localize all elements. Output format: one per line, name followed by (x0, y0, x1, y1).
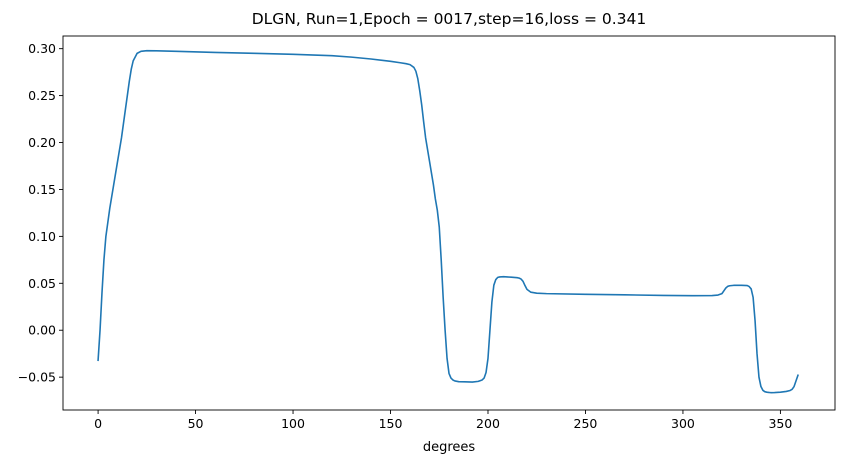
x-tick-label: 350 (768, 416, 792, 431)
plot-frame (62, 35, 836, 411)
y-tick-label: 0.20 (28, 135, 56, 150)
series-line-0 (97, 49, 799, 394)
y-axis: −0.05 0.00 0.05 0.10 0.15 0.20 0.25 0.30 (18, 41, 63, 385)
x-tick-label: 50 (188, 416, 204, 431)
x-tick-label: 100 (281, 416, 305, 431)
y-tick-label: 0.10 (28, 229, 56, 244)
y-tick-label: 0.30 (28, 41, 56, 56)
x-tick-label: 0 (94, 416, 102, 431)
x-axis: 0 50 100 150 200 250 300 350 (94, 410, 792, 431)
x-tick-label: 200 (476, 416, 500, 431)
y-tick-label: 0.15 (28, 182, 56, 197)
y-tick-label: 0.05 (28, 276, 56, 291)
y-tick-label: −0.05 (18, 370, 56, 385)
plot-area (62, 35, 836, 411)
x-tick-label: 150 (379, 416, 403, 431)
y-tick-label: 0.00 (28, 323, 56, 338)
x-tick-label: 300 (671, 416, 695, 431)
y-tick-label: 0.25 (28, 88, 56, 103)
chart-title: DLGN, Run=1,Epoch = 0017,step=16,loss = … (252, 10, 647, 28)
x-tick-label: 250 (574, 416, 598, 431)
x-axis-label: degrees (423, 440, 476, 455)
